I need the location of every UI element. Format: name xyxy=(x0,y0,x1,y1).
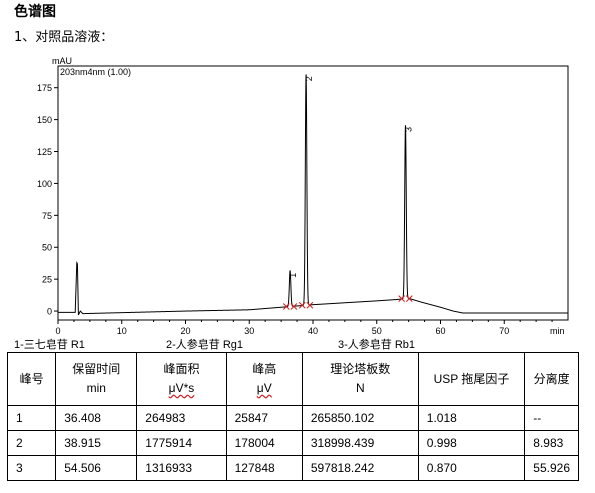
header-peak-height: 峰高 μV xyxy=(225,352,303,406)
integration-marker xyxy=(398,295,406,302)
x-tick-label: 20 xyxy=(180,326,190,336)
integration-marker xyxy=(282,303,290,310)
cell-peak-area: 1316933 xyxy=(136,455,227,481)
integration-marker xyxy=(298,301,306,309)
cell-resolution: -- xyxy=(524,405,579,431)
header-tailing-factor: USP 拖尾因子 xyxy=(417,352,526,406)
cell-resolution: 8.983 xyxy=(524,430,579,456)
cell-peak-height: 178004 xyxy=(225,430,303,456)
peak-label: 3 xyxy=(403,127,413,132)
peak-label: 2 xyxy=(304,76,314,81)
integration-marker xyxy=(290,303,298,310)
y-tick-label: 0 xyxy=(47,307,52,317)
table-row: 1 36.408 264983 25847 265850.102 1.018 -… xyxy=(6,405,579,431)
cell-resolution: 55.926 xyxy=(524,455,579,481)
legend-item-2: 2-人参皂苷 Rg1 xyxy=(166,339,244,351)
x-tick-label: 50 xyxy=(372,326,382,336)
y-tick-label: 75 xyxy=(42,211,52,221)
peak-results-table: 峰号 保留时间 min 峰面积 μV*s 峰高 μV 理论塔板数 N USP 拖尾因子 … xyxy=(6,352,579,481)
trace-label: 203nm4nm (1.00) xyxy=(60,67,131,77)
x-tick-label: 70 xyxy=(499,326,509,336)
chart-axes: 0 25 50 75 100 125 150 175 0 10 20 30 40 50 60 70 mAU min… xyxy=(37,56,569,336)
legend-item-1: 1-三七皂苷 R1 xyxy=(14,339,85,351)
y-tick-label: 25 xyxy=(42,275,52,285)
x-axis-label: min xyxy=(550,326,565,336)
cell-peak-area: 264983 xyxy=(136,405,227,431)
table-header-row: 峰号 保留时间 min 峰面积 μV*s 峰高 μV 理论塔板数 N USP 拖尾因子 … xyxy=(6,352,579,406)
y-tick-label: 50 xyxy=(42,243,52,253)
cell-theoretical-plates: 318998.439 xyxy=(301,430,419,456)
cell-tailing-factor: 1.018 xyxy=(417,405,526,431)
cell-theoretical-plates: 265850.102 xyxy=(301,405,419,431)
x-tick-label: 30 xyxy=(244,326,254,336)
header-retention-time: 保留时间 min xyxy=(55,352,138,406)
x-tick-label: 40 xyxy=(308,326,318,336)
y-tick-label: 175 xyxy=(37,83,52,93)
header-peak-number: 峰号 xyxy=(6,352,57,406)
x-tick-label: 0 xyxy=(55,326,60,336)
cell-peak-height: 127848 xyxy=(225,455,303,481)
x-tick-label: 60 xyxy=(435,326,445,336)
integration-marker xyxy=(405,295,413,302)
header-theoretical-plates: 理论塔板数 N xyxy=(301,352,419,406)
cell-peak-area: 1775914 xyxy=(136,430,227,456)
cell-tailing-factor: 0.998 xyxy=(417,430,526,456)
cell-peak-height: 25847 xyxy=(225,405,303,431)
cell-retention-time: 38.915 xyxy=(55,430,138,456)
y-tick-label: 100 xyxy=(37,179,52,189)
chromatogram-chart: 0 25 50 75 100 125 150 175 0 10 20 30 40 50 60 70 mAU min… xyxy=(37,56,569,336)
y-tick-label: 125 xyxy=(37,147,52,157)
cell-retention-time: 36.408 xyxy=(55,405,138,431)
table-row: 2 38.915 1775914 178004 318998.439 0.998… xyxy=(6,430,579,456)
cell-retention-time: 54.506 xyxy=(55,455,138,481)
header-resolution: 分离度 xyxy=(524,352,579,406)
x-tick-label: 10 xyxy=(117,326,127,336)
section-subtitle: 1、对照品溶液： xyxy=(14,30,114,45)
cell-theoretical-plates: 597818.242 xyxy=(301,455,419,481)
integration-marker xyxy=(306,301,314,309)
cell-peak-number: 1 xyxy=(6,405,57,431)
plot-frame xyxy=(57,65,569,321)
legend-item-3: 3-人参皂苷 Rb1 xyxy=(338,339,416,351)
y-axis-label: mAU xyxy=(52,56,72,66)
cell-peak-number: 2 xyxy=(6,430,57,456)
cell-tailing-factor: 0.870 xyxy=(417,455,526,481)
peak-label: 1 xyxy=(288,273,298,278)
header-peak-area: 峰面积 μV*s xyxy=(136,352,227,406)
section-title: 色谱图 xyxy=(14,4,56,20)
table-row: 3 54.506 1316933 127848 597818.242 0.870… xyxy=(6,455,579,481)
y-tick-label: 150 xyxy=(37,115,52,125)
cell-peak-number: 3 xyxy=(6,455,57,481)
chromatogram-trace xyxy=(58,74,568,316)
chart-plot: 1 2 3 xyxy=(58,74,568,316)
